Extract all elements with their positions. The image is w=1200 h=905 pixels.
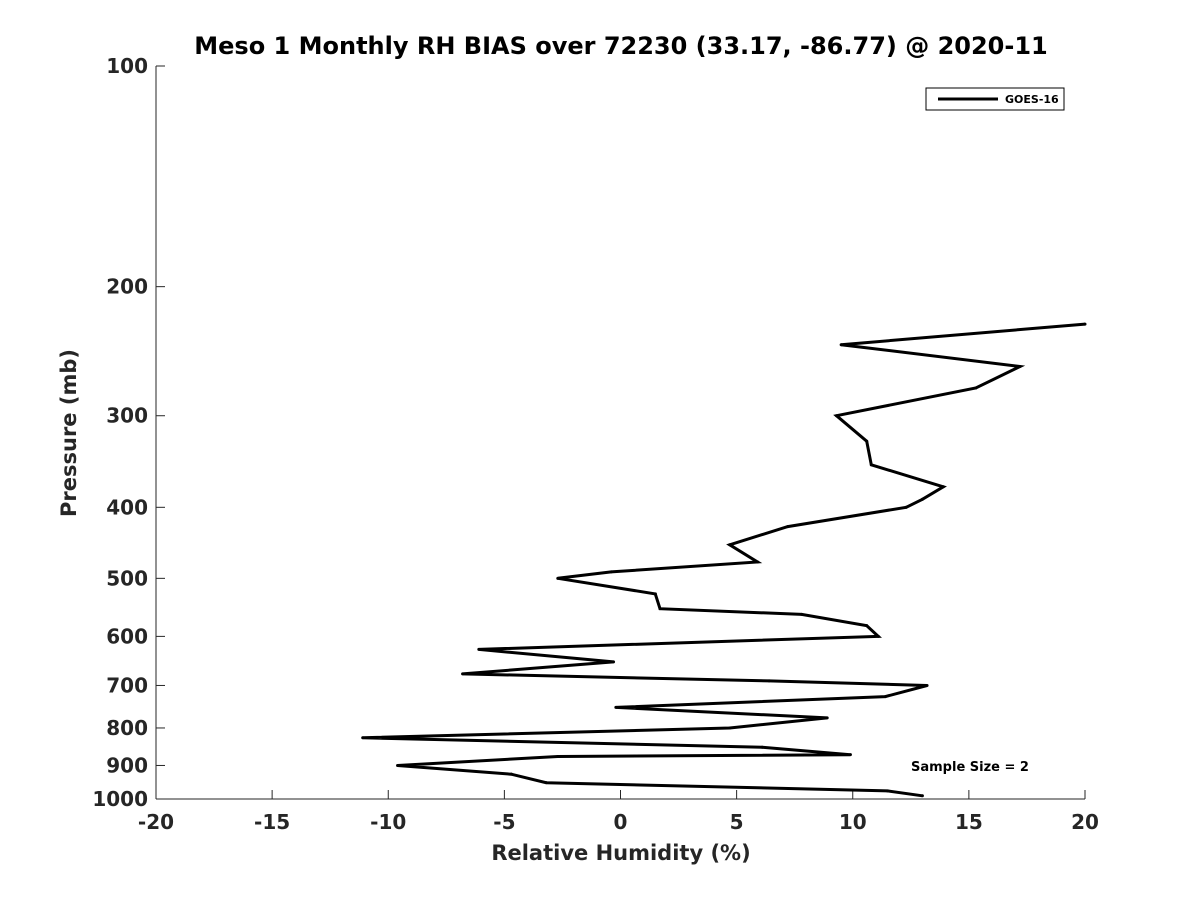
data-point (653, 592, 657, 596)
data-point (509, 772, 513, 776)
data-point (904, 505, 908, 509)
y-tick-label: 300 (106, 404, 148, 428)
data-point (767, 679, 771, 683)
data-point (756, 560, 760, 564)
series-group (361, 322, 1087, 798)
data-point (612, 660, 616, 664)
x-tick-label: -5 (493, 810, 515, 834)
data-point (477, 647, 481, 651)
data-point (760, 745, 764, 749)
data-point (920, 497, 924, 501)
legend: GOES-16 (925, 87, 1065, 111)
data-point (1018, 364, 1022, 368)
data-point (865, 439, 869, 443)
data-point (800, 612, 804, 616)
y-tick-label: 400 (106, 495, 148, 519)
data-point (883, 695, 887, 699)
x-tick-label: 20 (1071, 810, 1099, 834)
data-point (396, 763, 400, 767)
x-tick-label: -20 (138, 810, 174, 834)
x-tick-label: 0 (614, 810, 628, 834)
data-point (925, 683, 929, 687)
data-point (786, 525, 790, 529)
series-line-goes-16 (362, 322, 1086, 798)
y-tick-label: 200 (106, 275, 148, 299)
data-point (658, 607, 662, 611)
data-point (556, 576, 560, 580)
sample-size-annotation: Sample Size = 2 (911, 760, 1029, 775)
data-point (848, 753, 852, 757)
data-point (834, 414, 838, 418)
data-point (556, 754, 560, 758)
data-point (825, 716, 829, 720)
y-tick-label: 900 (106, 753, 148, 777)
axes-group (155, 66, 1085, 800)
y-tick-label: 1000 (92, 787, 148, 811)
data-point (865, 624, 869, 628)
data-point (361, 736, 365, 740)
x-tick-label: -15 (254, 810, 290, 834)
x-tick-label: -10 (370, 810, 406, 834)
chart-title: Meso 1 Monthly RH BIAS over 72230 (33.17… (194, 32, 1047, 60)
data-point (728, 726, 732, 730)
y-tick-label: 500 (106, 566, 148, 590)
data-point (941, 485, 945, 489)
data-point (614, 705, 618, 709)
data-point (461, 672, 465, 676)
x-tick-label: 5 (730, 810, 744, 834)
x-tick-label: 10 (839, 810, 867, 834)
y-tick-label: 700 (106, 673, 148, 697)
y-tick-label: 100 (106, 54, 148, 78)
x-axis-label: Relative Humidity (%) (491, 841, 750, 865)
y-axis-label: Pressure (mb) (57, 349, 81, 517)
data-point (609, 570, 613, 574)
x-tick-label: 15 (955, 810, 983, 834)
legend-label-goes-16: GOES-16 (1005, 93, 1059, 106)
data-point (876, 634, 880, 638)
data-point (1083, 322, 1087, 326)
data-point (728, 543, 732, 547)
data-point (974, 386, 978, 390)
y-tick-label: 800 (106, 716, 148, 740)
ticks-group: -20 -15 -10 -5 0 5 10 15 20 100 200 300 400 500 600 700… (92, 54, 1099, 834)
data-point (544, 781, 548, 785)
data-point (869, 463, 873, 467)
data-point (920, 794, 924, 798)
y-tick-label: 600 (106, 624, 148, 648)
data-point (886, 789, 890, 793)
data-point (839, 343, 843, 347)
